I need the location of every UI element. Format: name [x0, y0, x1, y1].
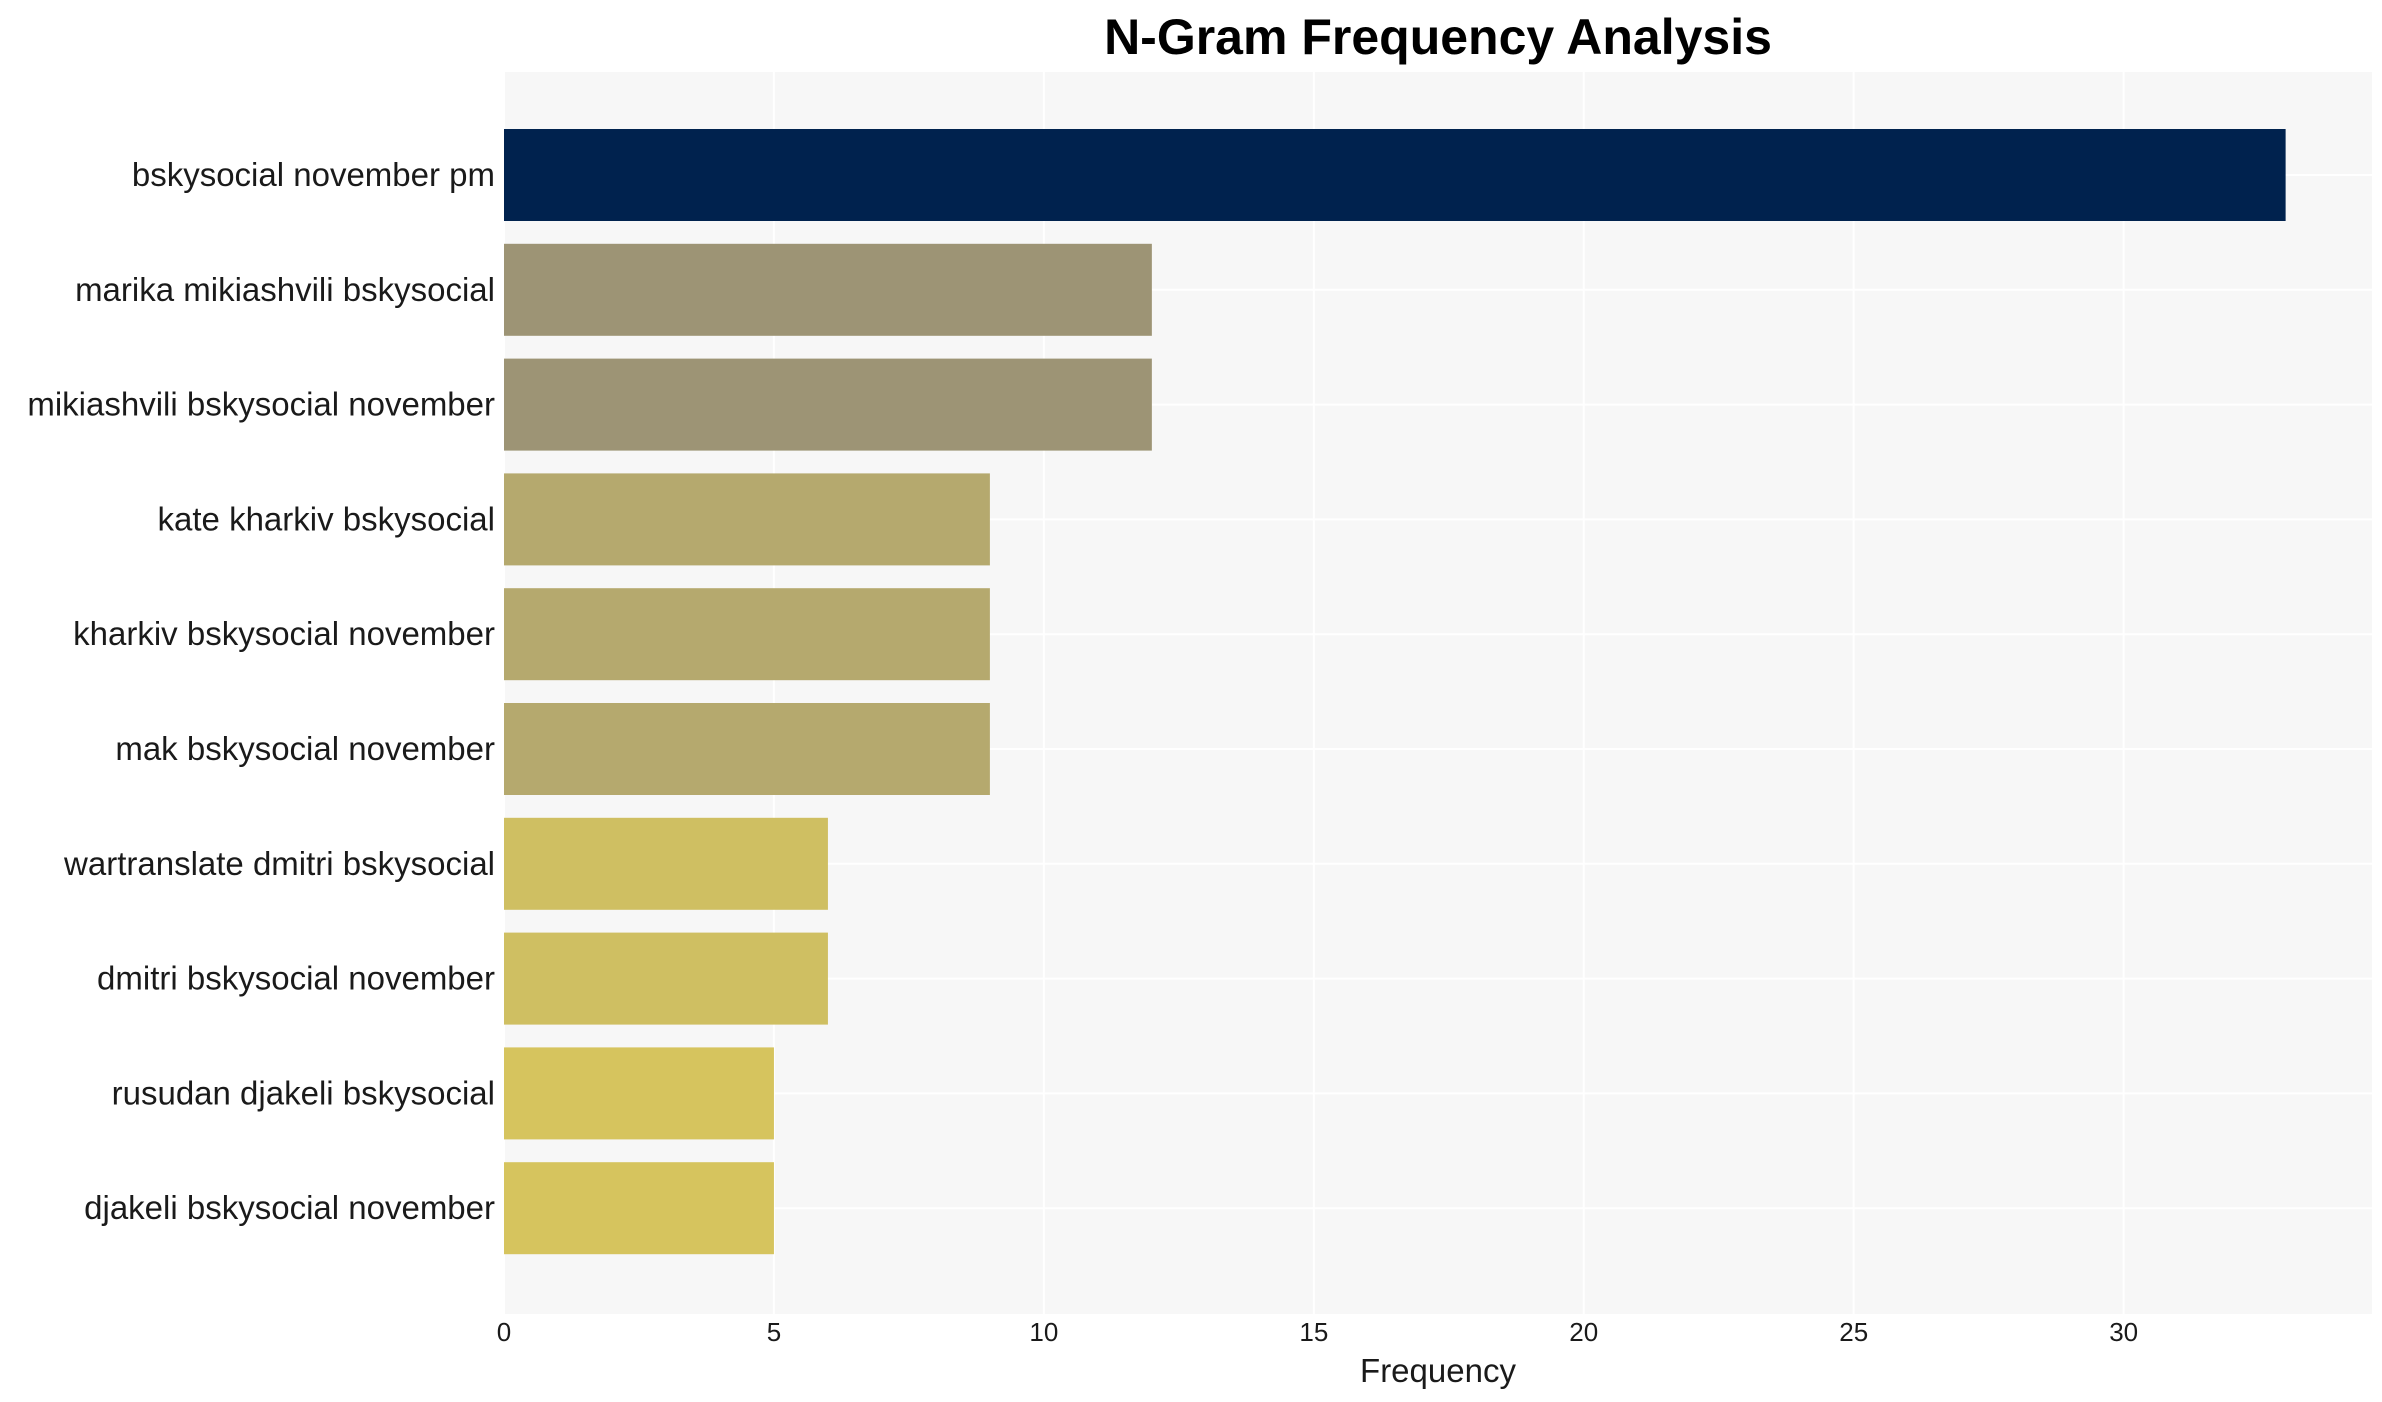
- category-label: rusudan djakeli bskysocial: [112, 1074, 495, 1111]
- category-label: kharkiv bskysocial november: [73, 615, 495, 652]
- category-label: marika mikiashvili bskysocial: [75, 271, 495, 308]
- category-label: wartranslate dmitri bskysocial: [63, 845, 495, 882]
- category-label: djakeli bskysocial november: [84, 1189, 495, 1226]
- x-tick-label: 15: [1299, 1317, 1328, 1347]
- x-tick-label: 10: [1029, 1317, 1058, 1347]
- category-label: kate kharkiv bskysocial: [158, 500, 495, 537]
- category-label: bskysocial november pm: [132, 156, 495, 193]
- bar: [504, 588, 990, 681]
- bars: [504, 129, 2286, 1255]
- bar: [504, 129, 2286, 221]
- bar: [504, 473, 990, 566]
- x-tick-label: 0: [497, 1317, 511, 1347]
- bar: [504, 358, 1152, 451]
- category-label: dmitri bskysocial november: [97, 960, 495, 997]
- chart-title: N-Gram Frequency Analysis: [1104, 9, 1772, 65]
- bar: [504, 817, 828, 910]
- bar: [504, 243, 1152, 336]
- bar: [504, 703, 990, 795]
- x-axis-label: Frequency: [1360, 1352, 1516, 1389]
- bar: [504, 1047, 774, 1140]
- category-label: mak bskysocial november: [115, 730, 495, 767]
- category-labels: bskysocial november pm marika mikiashvili…: [27, 156, 495, 1226]
- x-tick-labels: 0 5 10 15 20 25 30: [497, 1317, 2138, 1347]
- x-tick-label: 20: [1569, 1317, 1598, 1347]
- x-tick-label: 30: [2109, 1317, 2138, 1347]
- category-label: mikiashvili bskysocial november: [27, 386, 495, 423]
- bar: [504, 1162, 774, 1255]
- bar: [504, 932, 828, 1025]
- x-tick-label: 5: [767, 1317, 781, 1347]
- x-tick-label: 25: [1839, 1317, 1868, 1347]
